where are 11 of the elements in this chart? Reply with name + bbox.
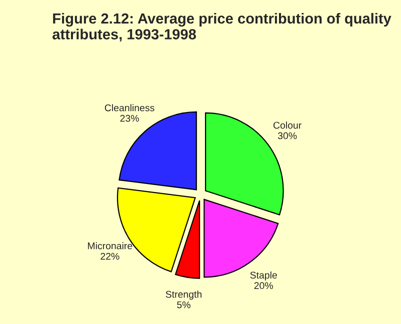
slice-label: Staple xyxy=(250,271,277,281)
slice-label: Micronaire xyxy=(88,242,132,250)
data-label: 5% xyxy=(177,301,190,308)
slice-label: Strength xyxy=(166,290,202,300)
slice-label: Cleanliness xyxy=(104,104,154,112)
data-label: 23% xyxy=(120,114,139,122)
slice-label: Colour xyxy=(273,122,302,129)
data-label: 22% xyxy=(100,252,120,260)
data-label: 20% xyxy=(254,282,273,290)
chart-title: Figure 2.12: Average price contribution of quality attributes, 1993-1998 xyxy=(52,12,392,42)
data-label: 30% xyxy=(278,132,297,140)
